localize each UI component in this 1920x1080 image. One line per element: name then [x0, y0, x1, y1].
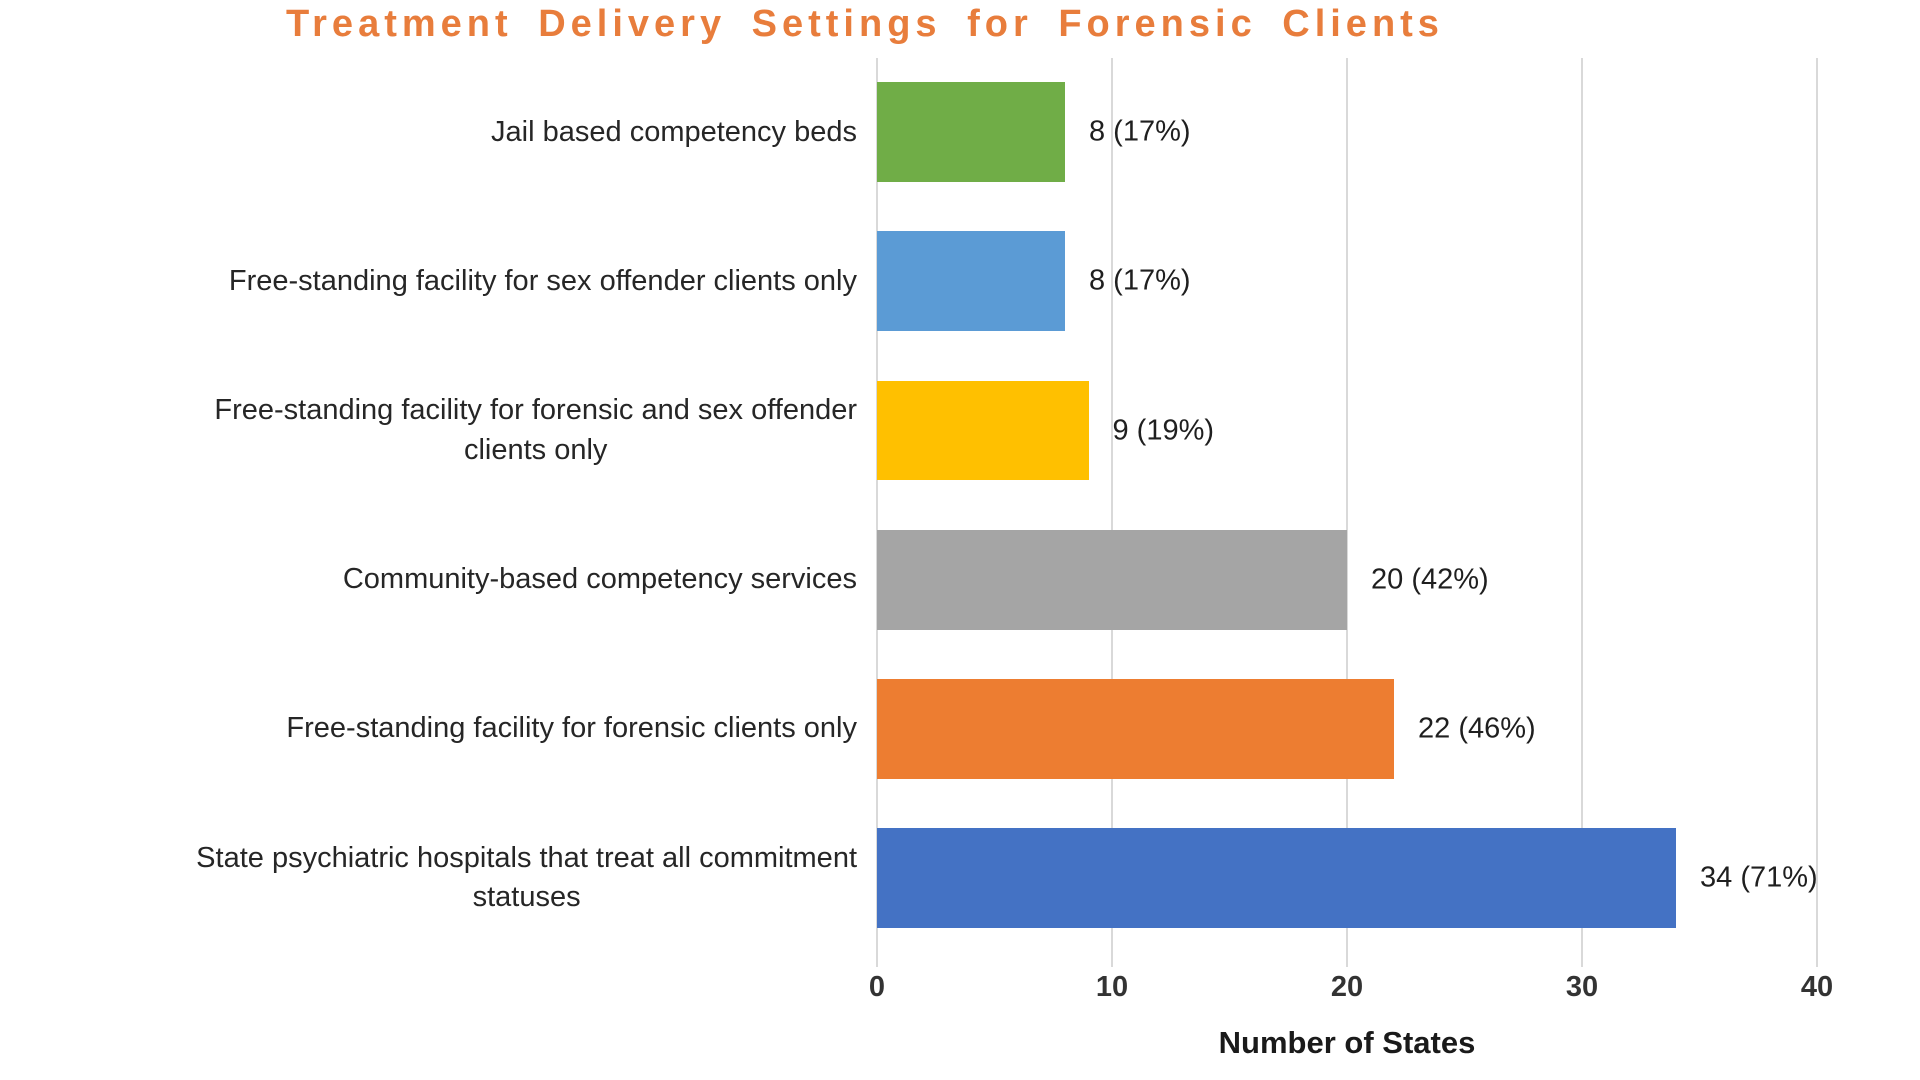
- gridline-10: [1111, 57, 1113, 953]
- gridline-40: [1816, 57, 1818, 953]
- x-tick-label-0: 0: [868, 970, 886, 1003]
- tick-mark-10: [1111, 952, 1113, 967]
- x-axis-title: Number of States: [1218, 1024, 1476, 1060]
- gridline-0: [876, 57, 878, 953]
- chart-title: Treatment Delivery Settings for Forensic…: [286, 3, 1444, 45]
- category-label-text: Community-based competency services: [342, 563, 857, 596]
- tick-mark-0: [876, 952, 878, 967]
- x-axis: 0 10 20 30 40: [869, 970, 1833, 1017]
- x-tick-label-20: 20: [1330, 970, 1364, 1003]
- bar-row: 8 (17%): [877, 207, 1817, 356]
- value-label: 20 (42%): [1371, 563, 1489, 596]
- bar-row: 9 (19%): [877, 356, 1817, 505]
- value-label: 8 (17%): [1089, 264, 1191, 297]
- value-label: 9 (19%): [1112, 414, 1215, 447]
- plot-area: 8 (17%) 8 (17%) 9 (19%) 20 (42%) 22 (46%) 34 …: [876, 57, 1818, 967]
- category-label: Jail based competency beds: [0, 58, 877, 207]
- bar-row: 8 (17%): [877, 58, 1817, 207]
- category-label: Free-standing facility for forensic clie…: [0, 654, 877, 803]
- bar: [877, 231, 1065, 332]
- value-label: 8 (17%): [1089, 115, 1191, 148]
- category-label-text: Jail based competency beds: [491, 115, 857, 148]
- category-labels: Jail based competency beds Free-standing …: [0, 58, 877, 953]
- bars-layer: 8 (17%) 8 (17%) 9 (19%) 20 (42%) 22 (46%) 34 …: [877, 58, 1818, 953]
- x-tick-label-10: 10: [1095, 970, 1129, 1003]
- category-label: Free-standing facility for sex offender …: [0, 207, 877, 356]
- bar: [877, 82, 1065, 183]
- category-label-text: Free-standing facility for forensic and …: [214, 394, 857, 466]
- bar-row: 20 (42%): [877, 505, 1817, 654]
- x-tick-label-30: 30: [1565, 970, 1599, 1003]
- bar: [877, 380, 1089, 481]
- gridline-20: [1346, 57, 1348, 953]
- bar: [877, 529, 1347, 630]
- category-label: Community-based competency services: [0, 505, 877, 654]
- bar: [877, 678, 1394, 779]
- category-label: Free-standing facility for forensic and …: [0, 356, 877, 505]
- category-label-text: State psychiatric hospitals that treat a…: [196, 841, 857, 914]
- category-label-text: Free-standing facility for sex offender …: [228, 264, 857, 297]
- category-label: State psychiatric hospitals that treat a…: [0, 803, 877, 952]
- chart-body: Jail based competency beds Free-standing …: [0, 57, 1920, 967]
- bar: [877, 828, 1676, 928]
- tick-mark-20: [1346, 952, 1348, 967]
- value-label: 34 (71%): [1700, 861, 1818, 894]
- value-label: 22 (46%): [1418, 712, 1536, 745]
- bar-row: 34 (71%): [877, 803, 1818, 952]
- tick-mark-30: [1581, 952, 1583, 967]
- bar-row: 22 (46%): [877, 654, 1817, 803]
- x-tick-label-40: 40: [1800, 970, 1834, 1003]
- tick-mark-40: [1816, 952, 1818, 967]
- category-label-text: Free-standing facility for forensic clie…: [286, 712, 857, 745]
- gridline-30: [1581, 57, 1583, 953]
